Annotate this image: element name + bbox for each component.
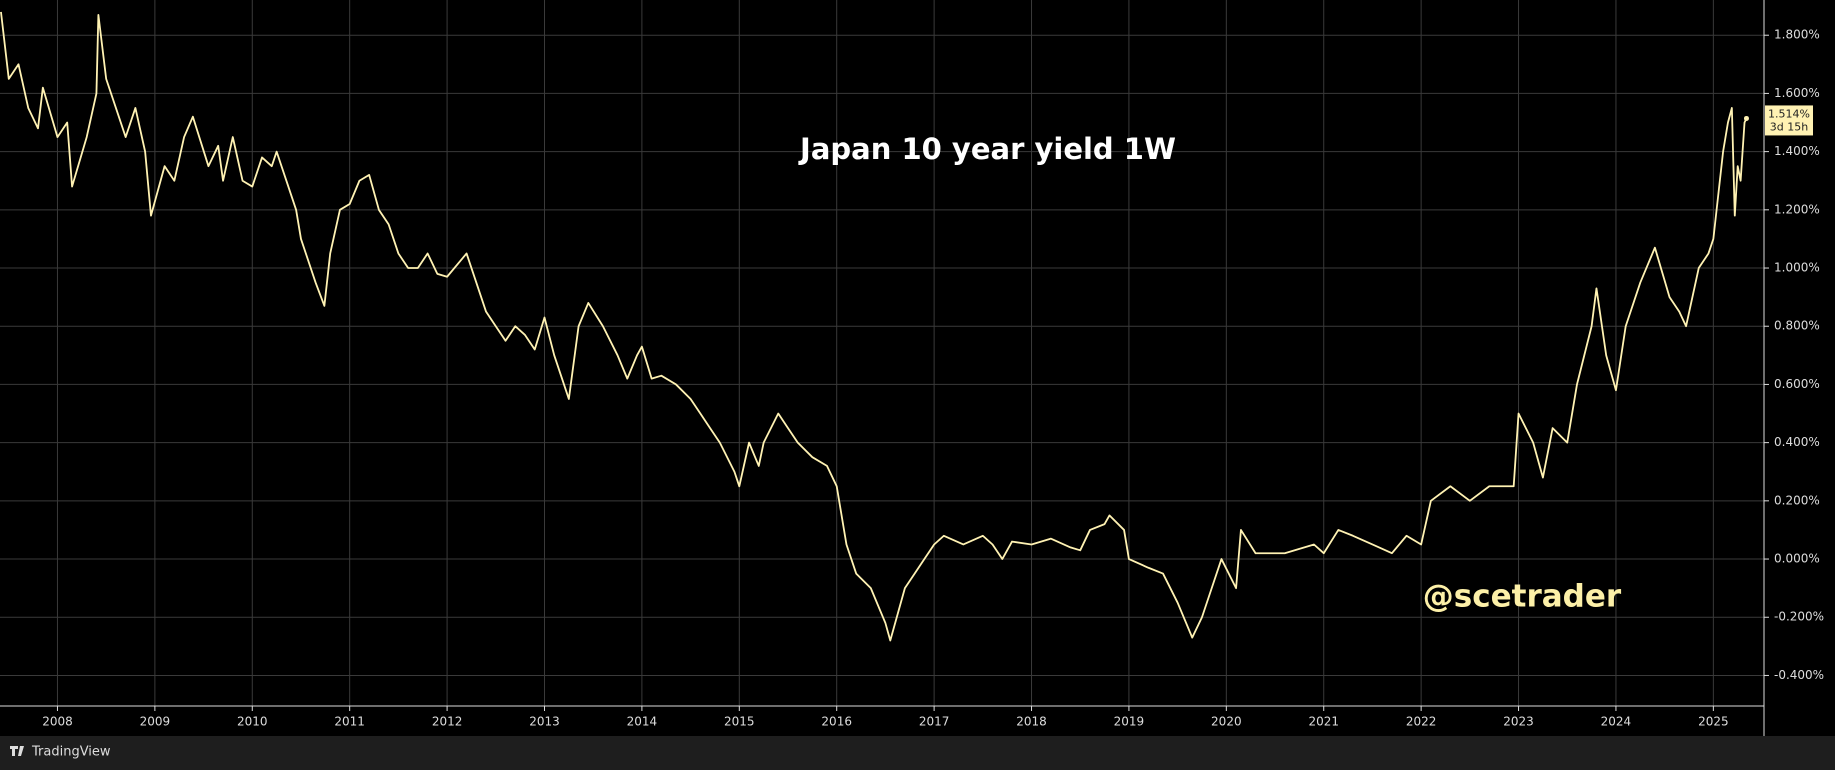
x-tick-label: 2025 <box>1698 715 1729 729</box>
y-tick-label: 1.800% <box>1774 28 1820 42</box>
price-label-box <box>1765 105 1813 136</box>
price-label: 1.514% <box>1768 107 1810 120</box>
x-tick-label: 2010 <box>237 715 268 729</box>
y-tick-label: 1.200% <box>1774 202 1820 216</box>
countdown-label: 3d 15h <box>1770 120 1808 133</box>
x-tick-label: 2008 <box>42 715 73 729</box>
grid <box>0 0 1764 706</box>
y-tick-label: 0.800% <box>1774 319 1820 333</box>
y-tick-label: -0.200% <box>1774 610 1824 624</box>
y-tick-label: 0.600% <box>1774 377 1820 391</box>
x-tick-label: 2023 <box>1503 715 1534 729</box>
footer <box>0 736 1835 770</box>
x-tick-label: 2015 <box>724 715 755 729</box>
x-tick-label: 2011 <box>334 715 365 729</box>
y-tick-label: 1.600% <box>1774 86 1820 100</box>
y-tick-label: -0.400% <box>1774 668 1824 682</box>
watermark: @scetrader <box>1423 579 1622 615</box>
y-tick-label: 1.400% <box>1774 144 1820 158</box>
x-tick-label: 2024 <box>1601 715 1632 729</box>
y-tick-label: 0.400% <box>1774 435 1820 449</box>
brand-logo <box>10 746 24 756</box>
x-tick-label: 2021 <box>1308 715 1339 729</box>
y-tick-label: 0.200% <box>1774 493 1820 507</box>
chart-title: Japan 10 year yield 1W <box>798 132 1176 166</box>
y-tick-label: 0.000% <box>1774 552 1820 566</box>
last-point <box>1743 115 1749 121</box>
x-tick-label: 2017 <box>919 715 950 729</box>
plot <box>0 11 1749 642</box>
x-tick-label: 2019 <box>1114 715 1145 729</box>
y-tick-label: 1.000% <box>1774 261 1820 275</box>
x-tick-label: 2014 <box>627 715 658 729</box>
x-tick-label: 2012 <box>432 715 463 729</box>
brand: TradingView <box>31 745 111 760</box>
x-tick-label: 2020 <box>1211 715 1242 729</box>
price-line <box>0 11 1748 642</box>
x-tick-label: 2022 <box>1406 715 1437 729</box>
x-tick-label: 2016 <box>821 715 852 729</box>
x-tick-label: 2009 <box>140 715 171 729</box>
x-tick-label: 2018 <box>1016 715 1047 729</box>
x-tick-label: 2013 <box>529 715 560 729</box>
